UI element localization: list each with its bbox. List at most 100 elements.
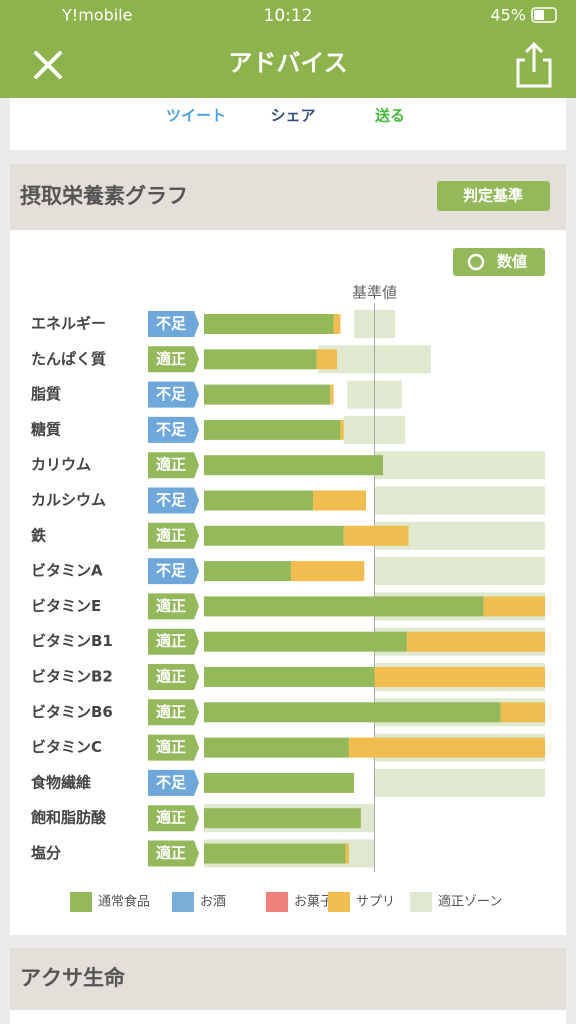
bar-segment xyxy=(204,772,355,793)
battery-text: 45% xyxy=(490,6,526,25)
bar-segment xyxy=(204,667,375,687)
legend-swatch xyxy=(410,892,432,912)
status-label: 適正 xyxy=(156,738,186,756)
bar-segment xyxy=(204,349,317,370)
category-label: カルシウム xyxy=(31,491,106,509)
category-label: ビタミンB2 xyxy=(31,668,113,686)
category-label: カリウム xyxy=(31,456,91,474)
legend-label: 適正ゾーン xyxy=(438,894,502,910)
category-label: ビタミンB6 xyxy=(31,703,113,721)
status-badge xyxy=(148,346,199,373)
values-button-label: 数値 xyxy=(497,253,527,271)
status-badge xyxy=(148,558,199,585)
legend-label: 通常食品 xyxy=(98,894,150,910)
status-label: 適正 xyxy=(156,597,186,615)
zone xyxy=(374,451,545,480)
status-badge xyxy=(148,840,199,867)
status-label: 不足 xyxy=(156,420,187,438)
category-label: 脂質 xyxy=(31,385,61,403)
share-link[interactable]: シェア xyxy=(270,107,315,125)
bar-segment xyxy=(483,596,545,617)
zone xyxy=(374,486,545,515)
category-label: たんぱく質 xyxy=(31,350,106,368)
next-card-title: アクサ生命 xyxy=(20,966,126,990)
bar-segment xyxy=(316,349,337,370)
status-label: 不足 xyxy=(156,385,187,403)
header-bar xyxy=(0,0,576,98)
tweet-link[interactable]: ツイート xyxy=(166,107,226,125)
bar-segment xyxy=(343,525,409,546)
legend-swatch xyxy=(70,892,92,912)
status-label: 適正 xyxy=(156,526,186,544)
category-label: 食物繊維 xyxy=(31,773,91,791)
status-label: 適正 xyxy=(156,703,186,721)
bar-segment xyxy=(204,384,331,405)
status-label: 不足 xyxy=(156,562,187,580)
bar-segment xyxy=(204,808,361,829)
status-label: 適正 xyxy=(156,456,186,474)
status-badge xyxy=(148,311,199,337)
chart: 基準値エネルギー 不足たんぱく質 適正脂質 不足糖質 不足カリウム 適正カルシウム 不足鉄適… xyxy=(30,284,545,912)
legend-swatch xyxy=(266,892,288,912)
status-badge xyxy=(148,416,199,443)
bar-segment xyxy=(348,737,545,758)
next-card-header xyxy=(10,948,566,1010)
send-link[interactable]: 送る xyxy=(374,107,405,125)
status-badge xyxy=(148,522,199,549)
status-badge xyxy=(148,452,199,479)
bar-segment xyxy=(340,419,344,440)
bar-segment xyxy=(204,737,349,758)
status-label: 不足 xyxy=(156,491,187,509)
category-label: 塩分 xyxy=(31,844,61,862)
bar-segment xyxy=(374,667,545,687)
share-row xyxy=(10,98,566,150)
bar-segment xyxy=(204,596,484,617)
status-label: 適正 xyxy=(156,668,186,686)
bar-segment xyxy=(204,490,314,511)
bar-segment xyxy=(204,561,291,582)
share-button[interactable] xyxy=(516,41,552,88)
bar-segment xyxy=(204,455,384,476)
status-badge xyxy=(148,593,199,620)
card-title: 摂取栄養素グラフ xyxy=(20,184,188,208)
status-badge xyxy=(148,805,199,832)
bar-segment xyxy=(204,419,341,440)
legend-swatch xyxy=(328,892,350,912)
bar-segment xyxy=(204,525,344,546)
next-card-body xyxy=(10,1010,566,1024)
category-label: エネルギー xyxy=(31,315,106,333)
time: 10:12 xyxy=(264,6,313,26)
status-label: 適正 xyxy=(156,350,186,368)
bar-segment xyxy=(500,702,545,723)
criteria-button-label: 判定基準 xyxy=(463,187,523,205)
status-badge xyxy=(148,628,199,655)
bar-segment xyxy=(204,843,346,864)
carrier: Y!mobile xyxy=(61,6,132,25)
reference-label: 基準値 xyxy=(352,284,397,302)
bar-segment xyxy=(330,384,334,405)
refresh-icon xyxy=(467,253,485,271)
criteria-button[interactable] xyxy=(437,181,550,211)
bar-segment xyxy=(313,490,366,511)
status-badge xyxy=(148,734,199,761)
bar-segment xyxy=(204,631,407,652)
status-label: 適正 xyxy=(156,809,186,827)
category-label: ビタミンE xyxy=(31,597,101,615)
bar-segment xyxy=(204,314,334,334)
status-badge xyxy=(148,699,199,726)
legend-label: お酒 xyxy=(200,895,226,910)
battery-level xyxy=(534,10,544,20)
category-label: 飽和脂肪酸 xyxy=(30,809,107,827)
status-badge xyxy=(148,769,199,796)
bar-segment xyxy=(406,631,545,652)
status-label: 適正 xyxy=(156,844,186,862)
header-title: アドバイス xyxy=(228,49,347,77)
category-label: ビタミンB1 xyxy=(31,632,113,650)
bar-segment xyxy=(290,561,365,582)
close-button[interactable] xyxy=(34,51,62,79)
bar-segment xyxy=(204,702,501,723)
category-label: 鉄 xyxy=(31,526,46,544)
legend-label: お菓子 xyxy=(294,895,333,910)
